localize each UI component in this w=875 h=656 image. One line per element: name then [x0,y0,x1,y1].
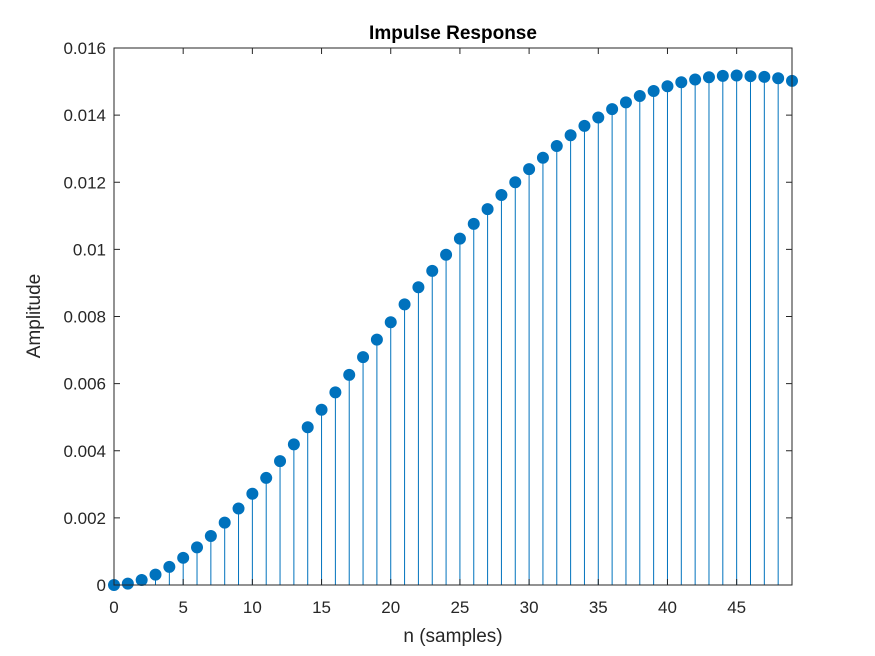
stem-marker [592,111,605,124]
x-tick-label: 20 [381,598,400,617]
x-axis: 0 5 10 15 20 25 30 35 40 45 [109,48,746,617]
stem-marker [357,351,370,364]
stem-marker [758,70,771,83]
stem-marker [647,84,660,97]
stem-marker [329,386,342,399]
stem-marker [135,573,148,586]
stem-marker [121,577,134,590]
stem-marker [301,421,314,434]
stem-marker [412,281,425,294]
stem-marker [536,151,549,164]
stem-marker [702,71,715,84]
x-tick-label: 45 [727,598,746,617]
stem-marker [204,529,217,542]
x-tick-label: 15 [312,598,331,617]
marker-series [108,69,799,592]
stem-marker [453,232,466,245]
x-tick-label: 0 [109,598,118,617]
stem-marker [744,70,757,83]
stem-marker [287,438,300,451]
y-tick-label: 0.016 [63,39,106,58]
stem-marker [619,96,632,109]
stem-marker [315,403,328,416]
stem-marker [495,189,508,202]
stem-marker [246,487,259,500]
stem-marker [481,203,494,216]
stem-marker [467,217,480,230]
stem-marker [260,471,273,484]
stem-marker [398,298,411,311]
y-tick-label: 0.008 [63,308,106,327]
y-axis-label: Amplitude [24,274,45,359]
stem-marker [274,455,287,468]
x-tick-label: 5 [178,598,187,617]
stem-marker [149,568,162,581]
y-tick-label: 0.014 [63,106,106,125]
y-tick-label: 0.002 [63,509,106,528]
stem-marker [661,80,674,93]
y-tick-label: 0.006 [63,375,106,394]
chart-title: Impulse Response [369,23,537,44]
stem-marker [772,72,785,85]
stem-marker [633,89,646,102]
stem-marker [163,560,176,573]
x-tick-label: 10 [243,598,262,617]
y-tick-label: 0.004 [63,442,106,461]
stem-marker [370,333,383,346]
y-axis: 0 0.002 0.004 0.006 0.008 0.01 0.012 0.014 0.016 [63,39,792,595]
stem-marker [689,73,702,86]
stem-marker [191,541,204,554]
stem-marker [384,316,397,329]
stem-marker [177,551,190,564]
stem-marker [675,76,688,89]
stem-marker [606,103,619,116]
stem-marker [426,264,439,277]
stem-marker [550,140,563,153]
y-tick-label: 0 [97,576,106,595]
stem-series [127,75,793,585]
x-tick-label: 35 [589,598,608,617]
stem-marker [509,176,522,189]
stem-marker [716,69,729,82]
x-axis-label: n (samples) [403,626,502,647]
x-tick-label: 25 [450,598,469,617]
y-tick-label: 0.01 [73,240,106,259]
stem-marker [578,119,591,132]
stem-marker [218,516,231,529]
stem-marker [523,163,536,176]
stem-marker [343,368,356,381]
axes-box [113,47,793,586]
stem-marker [564,129,577,142]
y-tick-label: 0.012 [63,173,106,192]
stem-marker [440,248,453,261]
stem-marker [232,502,245,515]
stem-marker [730,69,743,82]
x-tick-label: 30 [520,598,539,617]
x-tick-label: 40 [658,598,677,617]
